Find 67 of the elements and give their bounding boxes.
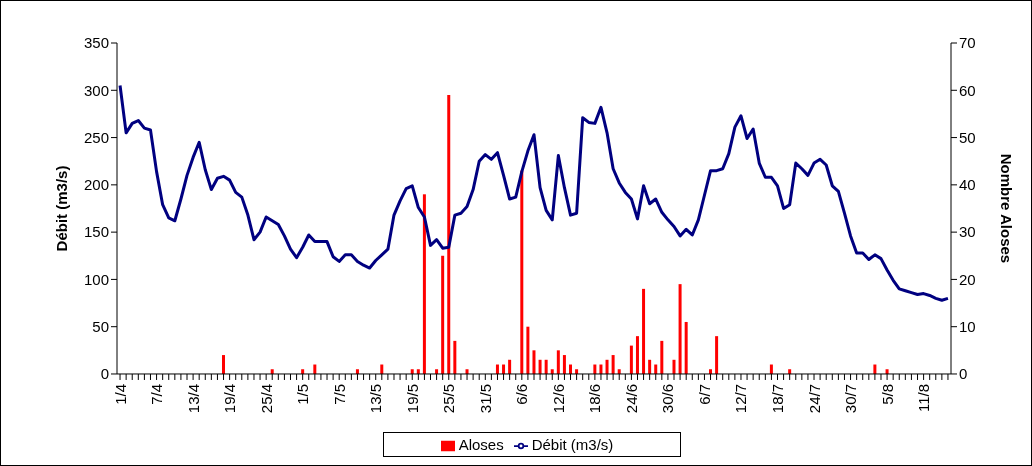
x-tick-label: 25/5 xyxy=(440,383,458,414)
legend-label: Débit (m3/s) xyxy=(531,435,614,453)
bar xyxy=(672,359,676,374)
x-tick-label: 25/4 xyxy=(257,383,275,414)
x-tick-label: 1/4 xyxy=(111,383,129,405)
y-tick-label: 100 xyxy=(83,270,109,288)
x-tick-label: 24/6 xyxy=(622,383,640,414)
bar xyxy=(508,359,512,374)
bar xyxy=(678,284,682,374)
x-tick-label: 24/7 xyxy=(805,383,823,414)
x-tick-label: 5/8 xyxy=(878,383,896,405)
y2-tick-label: 40 xyxy=(959,176,976,194)
bar xyxy=(684,321,688,374)
y2-axis-title: Nombre Aloses xyxy=(997,153,1015,264)
y2-tick-label: 10 xyxy=(959,318,976,336)
bar xyxy=(526,326,530,374)
y2-tick-label: 60 xyxy=(959,81,976,99)
bar xyxy=(538,359,542,374)
x-tick-label: 18/7 xyxy=(769,383,786,414)
bar xyxy=(441,255,445,374)
x-tick-label: 6/6 xyxy=(513,383,531,405)
y-tick-label: 200 xyxy=(83,176,109,194)
x-tick-label: 31/5 xyxy=(476,383,494,414)
x-tick-label: 1/5 xyxy=(294,383,312,405)
bar xyxy=(447,95,451,374)
bar xyxy=(605,359,609,374)
y2-tick-label: 30 xyxy=(959,223,976,241)
x-tick-label: 30/7 xyxy=(842,383,860,414)
bar xyxy=(642,288,646,374)
bar xyxy=(222,355,226,374)
bar xyxy=(629,345,633,374)
y-tick-label: 300 xyxy=(83,81,109,99)
x-tick-label: 19/5 xyxy=(403,383,421,414)
bar xyxy=(532,350,536,374)
x-tick-label: 7/4 xyxy=(148,383,166,405)
legend-label: Aloses xyxy=(458,435,504,453)
bar xyxy=(611,355,615,374)
bar xyxy=(660,340,664,374)
bar xyxy=(544,359,548,374)
y-tick-label: 150 xyxy=(83,223,109,241)
x-tick-label: 13/5 xyxy=(367,383,385,414)
x-tick-label: 7/5 xyxy=(330,383,348,405)
x-tick-label: 30/6 xyxy=(659,383,677,414)
x-tick-label: 18/6 xyxy=(586,383,604,414)
y-axis-title: Débit (m3/s) xyxy=(53,165,71,252)
bar xyxy=(556,350,560,374)
y-tick-label: 50 xyxy=(92,318,109,336)
bar xyxy=(422,194,426,374)
y2-tick-label: 70 xyxy=(959,34,976,52)
x-tick-label: 13/4 xyxy=(184,383,202,414)
bar xyxy=(562,355,566,374)
y2-tick-label: 0 xyxy=(959,365,968,383)
y-tick-label: 0 xyxy=(100,365,109,383)
x-tick-label: 11/8 xyxy=(915,383,933,413)
x-tick-label: 19/4 xyxy=(221,383,239,414)
bar xyxy=(715,336,719,374)
y2-tick-label: 20 xyxy=(959,270,976,288)
y2-tick-label: 50 xyxy=(959,128,976,146)
line-series xyxy=(118,84,950,302)
x-tick-label: 12/7 xyxy=(732,383,750,414)
y-tick-label: 250 xyxy=(83,128,109,146)
bar xyxy=(453,340,457,374)
bar xyxy=(635,336,639,374)
bar xyxy=(648,359,652,374)
y-tick-label: 350 xyxy=(83,34,109,52)
x-tick-label: 12/6 xyxy=(549,383,567,414)
x-tick-label: 6/7 xyxy=(695,383,713,405)
